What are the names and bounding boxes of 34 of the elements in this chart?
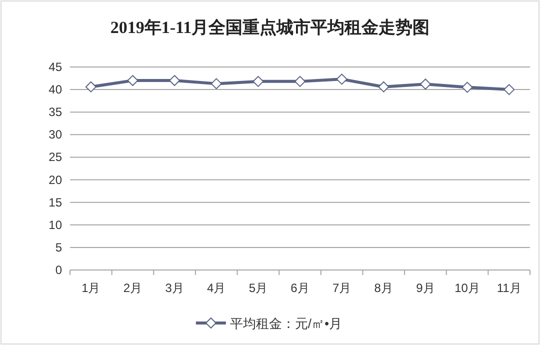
x-tick-label: 11月 — [496, 281, 522, 295]
point — [462, 82, 473, 93]
legend-label: 平均租金：元/㎡•月 — [230, 316, 342, 331]
x-tick-label: 7月 — [332, 281, 352, 295]
y-tick-label: 10 — [48, 218, 62, 232]
y-tick-label: 0 — [55, 263, 62, 277]
point — [169, 75, 180, 86]
y-tick-label: 25 — [48, 150, 62, 164]
x-tick-label: 6月 — [290, 281, 310, 295]
point — [504, 84, 515, 96]
point — [252, 76, 264, 87]
y-tick-label: 40 — [48, 82, 62, 97]
y-tick-label: 20 — [48, 172, 62, 187]
y-tick-label: 45 — [48, 60, 62, 74]
point — [378, 81, 390, 92]
point — [127, 75, 138, 86]
x-tick-label: 1月 — [82, 281, 100, 295]
x-tick-label: 3月 — [165, 281, 184, 295]
x-tick-label: 2月 — [123, 281, 142, 295]
point — [210, 78, 222, 90]
point — [336, 74, 348, 85]
x-tick-label: 9月 — [416, 281, 435, 295]
x-tick-label: 5月 — [248, 281, 268, 295]
chart-title: 2019年1-11月全国重点城市平均租金走势图 — [110, 18, 430, 37]
point — [294, 76, 306, 87]
y-tick-label: 35 — [48, 105, 62, 120]
point — [420, 78, 431, 90]
point — [85, 81, 96, 92]
x-tick-label: 8月 — [374, 281, 393, 295]
y-tick-label: 15 — [48, 195, 62, 210]
x-tick-label: 10月 — [454, 281, 480, 295]
y-tick-label: 30 — [48, 128, 62, 142]
y-tick-label: 5 — [55, 240, 62, 254]
x-tick-label: 4月 — [207, 281, 226, 295]
